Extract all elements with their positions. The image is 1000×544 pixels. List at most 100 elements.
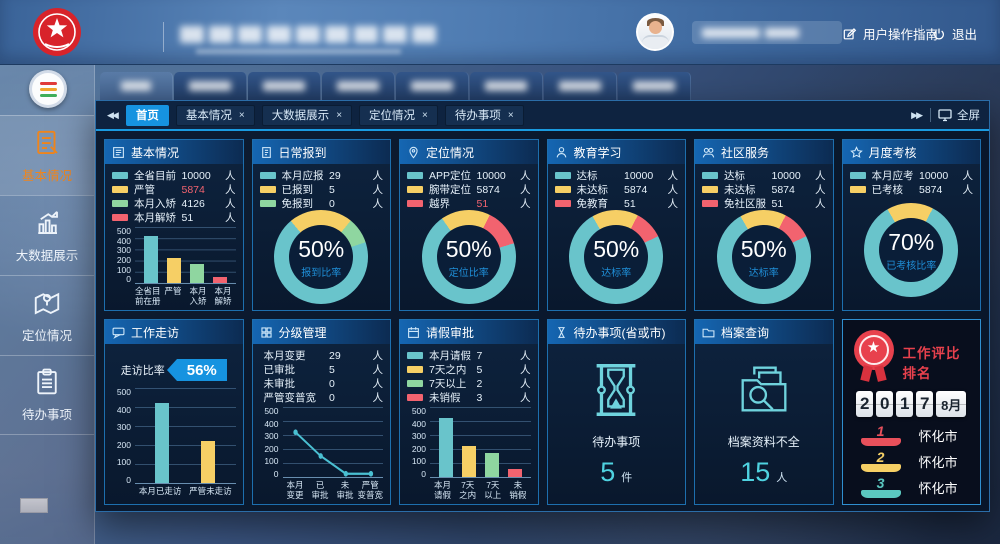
- year-digit: 0: [876, 391, 894, 417]
- main-nav-tab-redacted[interactable]: [618, 72, 691, 100]
- card-header: 分级管理: [252, 320, 390, 344]
- card-header: 请假审批: [400, 320, 538, 344]
- legend-value: 0: [329, 377, 335, 390]
- scroll-tabs-right-icon[interactable]: ▶▶: [911, 109, 923, 120]
- main-nav-tab-redacted[interactable]: [470, 72, 543, 100]
- y-axis: 500 400 300 200 100 0: [407, 407, 430, 478]
- bar: [189, 263, 204, 283]
- tab-大数据展示[interactable]: 大数据展示 ×: [261, 104, 353, 126]
- card-header: 档案查询: [695, 320, 833, 344]
- main-nav-tab-redacted[interactable]: [174, 72, 247, 100]
- tab-label: 基本情况: [185, 110, 232, 122]
- legend-item: APP定位 10000 人: [407, 169, 531, 182]
- legend-label: 严管: [134, 184, 155, 196]
- legend-item: 本月解矫 51 人: [112, 211, 236, 224]
- open-tabs: 首页 基本情况 × 大数据展示 × 定位情况 × 待办事项 ×: [125, 104, 524, 126]
- tab-定位情况[interactable]: 定位情况 ×: [359, 104, 438, 126]
- hourglass-icon: [585, 359, 647, 426]
- legend-item: 未销假 3 人: [407, 391, 531, 404]
- fullscreen-button[interactable]: 全屏: [938, 107, 980, 123]
- legend-label: 免社区服务: [724, 198, 766, 210]
- scroll-tabs-left-icon[interactable]: ◀◀: [107, 109, 119, 120]
- legend-item: 已考核 5874 人: [849, 183, 973, 196]
- list-item: 已审批 5 人: [260, 363, 384, 377]
- tab-待办事项[interactable]: 待办事项 ×: [444, 104, 524, 126]
- form-icon: [112, 146, 125, 159]
- user-avatar[interactable]: [636, 13, 674, 51]
- tab-首页[interactable]: 首页: [125, 104, 169, 126]
- ranking-list: 1 怀化市 2 怀化市 3 怀化市: [859, 424, 973, 498]
- legend-label: 免教育: [576, 198, 609, 210]
- sidebar-item-1[interactable]: 基本情况: [0, 115, 94, 195]
- x-tick-label: 未销假: [509, 480, 527, 501]
- legend-label: 已审批: [263, 364, 296, 376]
- x-tick-label: 本月 入矫: [189, 286, 207, 307]
- legend-value: 51: [181, 211, 194, 224]
- logout-button[interactable]: 退出: [932, 24, 977, 43]
- legend-item: 未达标 5874 人: [702, 183, 826, 196]
- visit-rate-badge: 走访比率 56%: [112, 359, 236, 381]
- legend-label: 免报到: [281, 198, 314, 210]
- main-nav-tab-redacted[interactable]: [248, 72, 321, 100]
- close-tab-icon[interactable]: ×: [238, 109, 245, 121]
- legend-swatch: [259, 200, 276, 207]
- legend-unit: 人: [667, 170, 679, 182]
- card-header: 教育学习: [547, 140, 685, 164]
- main-nav-tab-redacted[interactable]: [544, 72, 617, 100]
- dashboard-cards: 基本情况 全省目前在册10000人严管5874人本月入矫4126人本月解矫51人…: [96, 131, 989, 513]
- close-tab-icon[interactable]: ×: [422, 109, 428, 121]
- legend-value: 5874: [181, 183, 205, 196]
- card-title: 分级管理: [278, 325, 327, 340]
- archive-search-icon: [733, 359, 795, 426]
- legend-unit: 人: [372, 170, 384, 182]
- sidebar-item-3[interactable]: 定位情况: [0, 275, 94, 355]
- legend-unit: 人: [372, 184, 384, 196]
- background-artifact: [20, 498, 48, 513]
- legend-unit: 人: [520, 198, 531, 210]
- legend-unit: 人: [225, 170, 236, 182]
- legend-swatch: [849, 186, 866, 193]
- line-series: [292, 429, 373, 477]
- legend-item: 本月应报到 29 人: [259, 169, 384, 182]
- main-nav-tab-redacted[interactable]: [396, 72, 469, 100]
- power-icon: [934, 28, 944, 39]
- plot-area: [135, 388, 236, 484]
- education-icon: [555, 146, 568, 159]
- sidebar-item-2[interactable]: 大数据展示: [0, 195, 94, 275]
- user-guide-link[interactable]: 用户操作指南: [843, 24, 938, 43]
- bar: [201, 441, 216, 483]
- tab-label: 定位情况: [369, 110, 416, 122]
- donut-ring: 70% 已考核比率: [864, 203, 959, 297]
- legend-unit: 人: [225, 212, 236, 224]
- close-tab-icon[interactable]: ×: [336, 109, 343, 121]
- x-tick-label: 本月 解矫: [214, 286, 232, 307]
- donut-center: 50% 达标率: [569, 210, 663, 304]
- legend-unit: 人: [520, 170, 531, 182]
- x-tick-label: 严管 变普宽: [357, 480, 384, 501]
- legend-swatch: [407, 352, 423, 359]
- main-nav-tab-redacted[interactable]: [322, 72, 395, 100]
- y-tick-label: 100: [116, 457, 131, 467]
- menu-toggle-button[interactable]: [29, 70, 67, 108]
- legend-value: 10000: [624, 169, 654, 182]
- legend-item: 7天以上 2 人: [407, 377, 531, 390]
- tier-icon: [260, 326, 273, 339]
- legend-item: 免教育 51 人: [554, 197, 678, 210]
- card-title: 日常报到: [278, 145, 327, 160]
- document-edit-icon: [37, 130, 58, 154]
- card-title: 定位情况: [426, 145, 475, 160]
- legend-item: 本月应考核 10000 人: [849, 169, 973, 182]
- tab-基本情况[interactable]: 基本情况 ×: [175, 104, 255, 126]
- legend-value: 5874: [476, 183, 500, 196]
- legend-swatch: [407, 186, 423, 193]
- x-axis-labels: 本月 变更已审批未审批 严管 变普宽: [283, 478, 384, 501]
- y-tick-label: 300: [264, 431, 279, 441]
- legend-value: 3: [476, 391, 483, 404]
- sidebar-item-4[interactable]: 待办事项: [0, 355, 94, 435]
- main-nav-tab-redacted[interactable]: [100, 72, 173, 100]
- y-tick-label: 500: [116, 387, 131, 397]
- close-tab-icon[interactable]: ×: [507, 109, 514, 121]
- y-tick-label: 500: [264, 406, 279, 416]
- legend-label: 未达标: [576, 184, 609, 196]
